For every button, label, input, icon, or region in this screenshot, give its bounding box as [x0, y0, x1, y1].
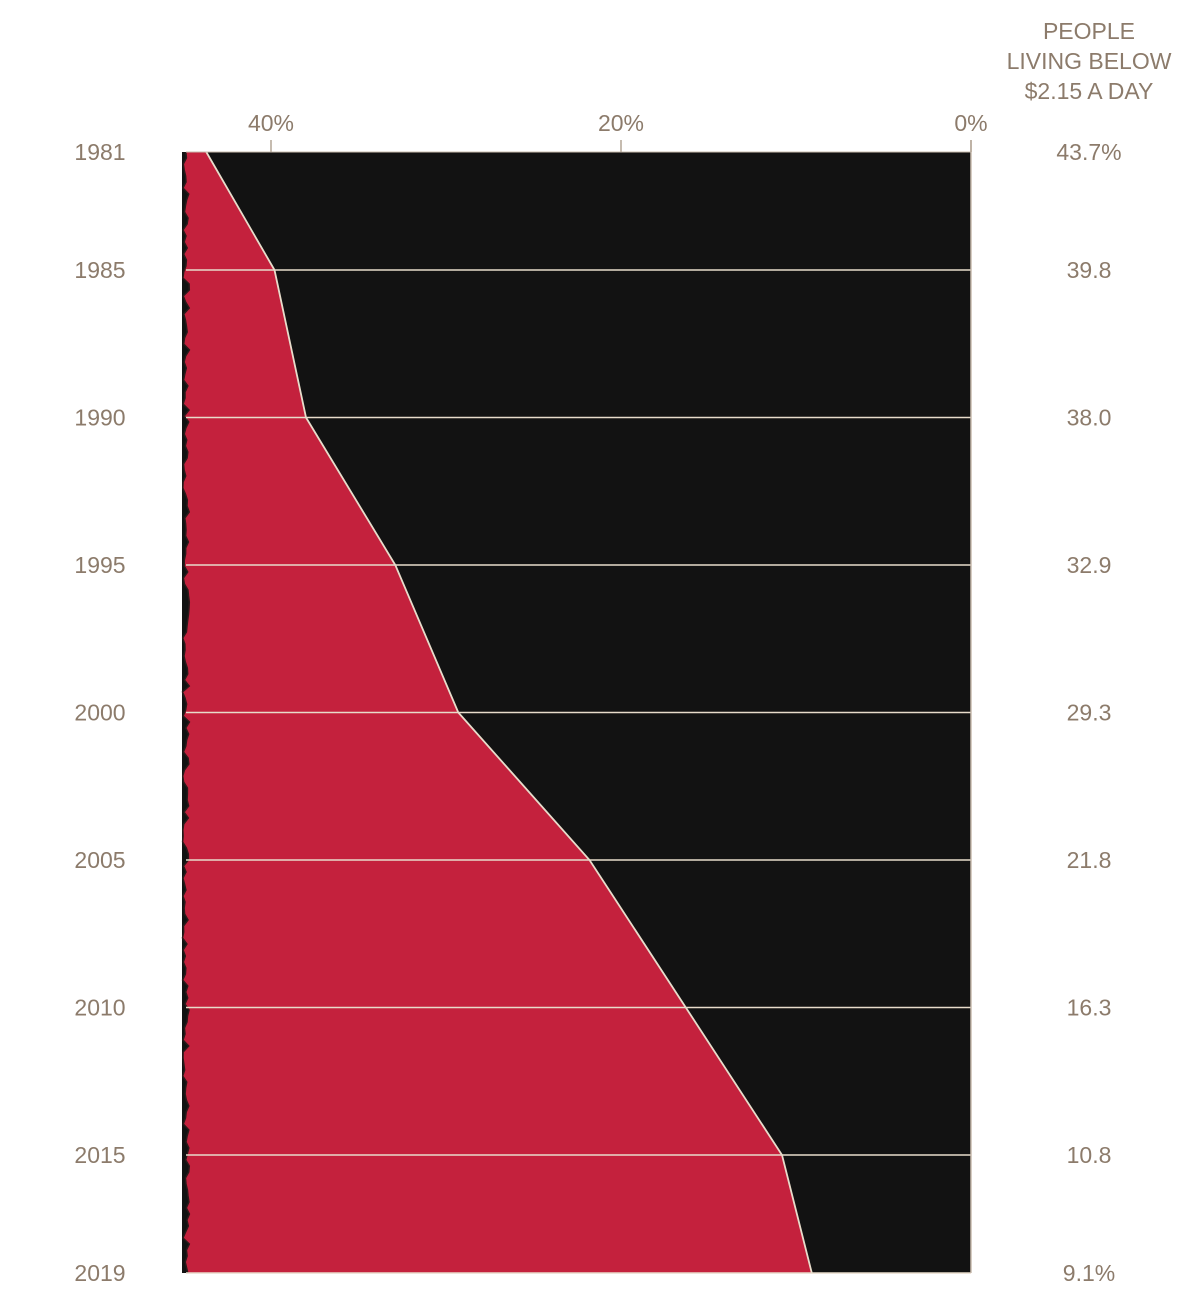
- year-label-1981: 1981: [74, 139, 125, 165]
- header-line-2: LIVING BELOW: [1007, 48, 1172, 74]
- year-label-1985: 1985: [74, 257, 125, 283]
- year-label-2005: 2005: [74, 847, 125, 873]
- x-tick-label-0: 0%: [954, 110, 987, 136]
- year-label-2019: 2019: [74, 1260, 125, 1286]
- header-line-3: $2.15 A DAY: [1025, 78, 1154, 104]
- year-label-1995: 1995: [74, 552, 125, 578]
- value-label-2005: 21.8: [1067, 847, 1112, 873]
- value-label-2019: 9.1%: [1063, 1260, 1115, 1286]
- x-axis-ticks: 40% 20% 0%: [248, 110, 988, 152]
- value-label-2010: 16.3: [1067, 995, 1112, 1021]
- value-label-1985: 39.8: [1067, 257, 1112, 283]
- year-label-2015: 2015: [74, 1142, 125, 1168]
- year-labels: 1981 1985 1990 1995 2000 2005 2010 2015 2019: [74, 139, 125, 1286]
- torn-left-edge: [181, 151, 191, 1274]
- header-line-1: PEOPLE: [1043, 18, 1135, 44]
- below-line-area: [182, 152, 812, 1273]
- x-tick-label-40: 40%: [248, 110, 294, 136]
- value-label-1995: 32.9: [1067, 552, 1112, 578]
- plot-area: [181, 151, 971, 1274]
- value-label-1990: 38.0: [1067, 405, 1112, 431]
- value-label-2015: 10.8: [1067, 1142, 1112, 1168]
- year-label-2010: 2010: [74, 995, 125, 1021]
- year-label-1990: 1990: [74, 405, 125, 431]
- value-column-header: PEOPLE LIVING BELOW $2.15 A DAY: [1007, 18, 1172, 104]
- x-axis: 40% 20% 0%: [186, 110, 988, 1273]
- poverty-rate-line: [205, 151, 813, 1274]
- year-gridlines: [186, 269, 971, 1274]
- value-labels: 43.7% 39.8 38.0 32.9 29.3 21.8 16.3 10.8 9.1%: [1056, 139, 1121, 1286]
- value-label-2000: 29.3: [1067, 700, 1112, 726]
- year-label-2000: 2000: [74, 700, 125, 726]
- x-tick-label-20: 20%: [598, 110, 644, 136]
- value-label-1981: 43.7%: [1056, 139, 1121, 165]
